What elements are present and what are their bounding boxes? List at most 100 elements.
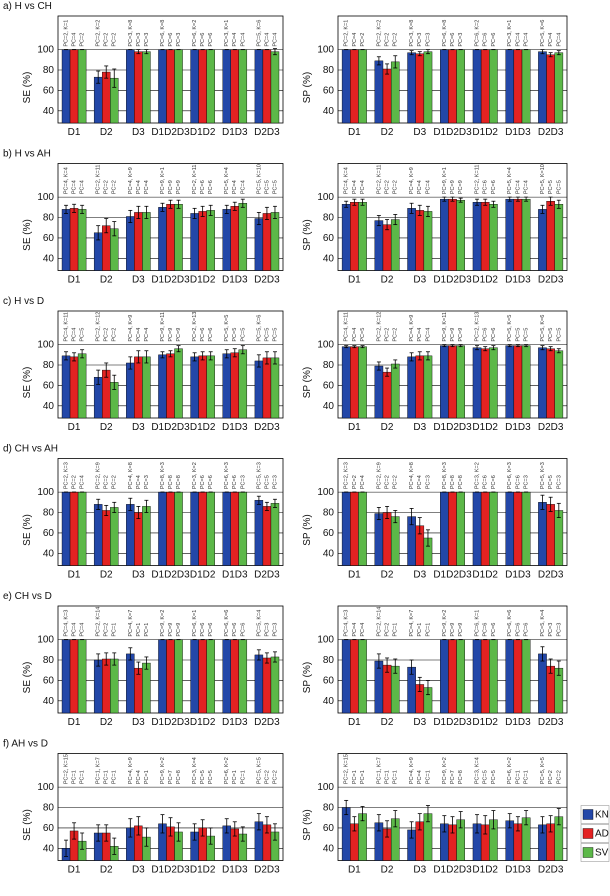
annotation: PC=2	[112, 33, 118, 47]
x-tick-label: D1D3	[222, 570, 248, 581]
error-bar	[540, 816, 545, 834]
annotation: PC=2	[352, 475, 358, 489]
x-tick-label: D1	[348, 865, 361, 876]
annotation: PC=4	[240, 33, 246, 47]
x-tick-label: D2D3	[254, 422, 280, 433]
annotation: PC=3, K=1	[224, 20, 230, 47]
x-tick-label: D2D3	[538, 570, 564, 581]
error-bar	[104, 652, 109, 666]
annotation: PC=5	[556, 328, 562, 342]
legend-label: AD	[595, 829, 609, 840]
error-bar	[524, 344, 529, 348]
bar	[538, 51, 547, 124]
annotation: PC=1	[425, 770, 431, 784]
annotation: PC=9, K=11	[442, 312, 448, 342]
annotation: PC=4	[515, 33, 521, 47]
x-tick-label: D1D3	[222, 717, 248, 728]
annotation: PC=8	[176, 770, 182, 784]
bar	[206, 355, 215, 419]
annotation: PC=5	[515, 328, 521, 342]
annotation: PC=2	[104, 475, 110, 489]
error-bar	[425, 529, 430, 547]
annotation: PC=9	[168, 328, 174, 342]
bar	[440, 639, 449, 714]
error-bar	[160, 351, 165, 359]
annotation: PC=4	[515, 180, 521, 194]
bar	[270, 51, 280, 124]
error-bar	[104, 362, 109, 378]
x-tick-label: D1	[68, 275, 81, 286]
annotation: PC=2	[112, 180, 118, 194]
bar	[198, 49, 207, 124]
bar	[341, 49, 351, 124]
annotation: PC=8, K=3	[442, 462, 448, 489]
x-tick-label: D3	[132, 865, 145, 876]
x-tick-label: D3	[132, 275, 145, 286]
error-bar	[64, 351, 69, 361]
annotation: PC=3	[425, 33, 431, 47]
x-tick-label: D3	[413, 717, 426, 728]
bar	[222, 209, 231, 271]
legend-label: KN	[595, 810, 609, 821]
bar	[407, 356, 416, 419]
bar	[77, 639, 87, 714]
bar	[230, 491, 240, 566]
annotation: PC=8	[450, 475, 456, 489]
bar	[238, 49, 248, 124]
error-bar	[112, 501, 117, 513]
error-bar	[272, 651, 277, 663]
bar	[390, 219, 400, 271]
annotation: PC=5, K=4	[540, 610, 546, 637]
annotation: PC=4, K=9	[128, 167, 134, 194]
annotation: PC=6	[483, 475, 489, 489]
error-bar	[344, 799, 349, 816]
error-bar	[104, 218, 109, 234]
bar	[198, 491, 207, 566]
y-tick-label: 100	[37, 192, 54, 203]
bar	[489, 204, 498, 271]
bar	[254, 500, 264, 566]
x-tick-label: D1D3	[505, 422, 531, 433]
annotation: PC=5, K=4	[507, 167, 513, 194]
error-bar	[417, 51, 422, 57]
annotation: PC=1	[360, 770, 366, 784]
error-bar	[515, 816, 520, 832]
x-tick-label: D1D3	[505, 865, 531, 876]
bar	[190, 356, 199, 419]
annotation: PC=6	[515, 623, 521, 637]
y-tick-label: 100	[317, 487, 334, 498]
bar	[142, 506, 151, 566]
x-tick-label: D3	[132, 127, 145, 138]
error-bar	[96, 225, 101, 241]
error-bar	[515, 344, 520, 348]
error-bar	[458, 197, 463, 203]
error-bar	[548, 658, 553, 674]
bar	[423, 355, 433, 419]
bar	[546, 201, 555, 271]
x-tick-label: D2D3	[538, 422, 564, 433]
annotation: PC=2, K=3	[63, 462, 69, 489]
y-tick-label: 80	[323, 360, 335, 371]
annotation: PC=1	[515, 770, 521, 784]
x-tick-label: D1	[348, 422, 361, 433]
y-tick-label: 60	[43, 233, 55, 244]
x-tick-label: D1D2	[190, 865, 216, 876]
y-tick-label: 40	[323, 401, 335, 412]
x-tick-label: D1D2	[190, 717, 216, 728]
error-bar	[200, 819, 205, 837]
y-tick-label: 100	[317, 782, 334, 793]
x-tick-label: D2	[100, 422, 113, 433]
bar	[166, 353, 175, 419]
annotation: PC=5, K=4	[224, 167, 230, 194]
error-bar	[425, 351, 430, 361]
annotation: PC=6	[483, 623, 489, 637]
bar	[358, 346, 367, 419]
bar	[134, 51, 143, 124]
annotation: PC=4, K=9	[409, 167, 415, 194]
y-tick-label: 40	[43, 253, 55, 264]
annotation: PC=5	[556, 180, 562, 194]
annotation: PC=6	[208, 623, 214, 637]
annotation: PC=9, K=2	[160, 610, 166, 637]
error-bar	[112, 652, 117, 666]
annotation: PC=2	[264, 770, 270, 784]
